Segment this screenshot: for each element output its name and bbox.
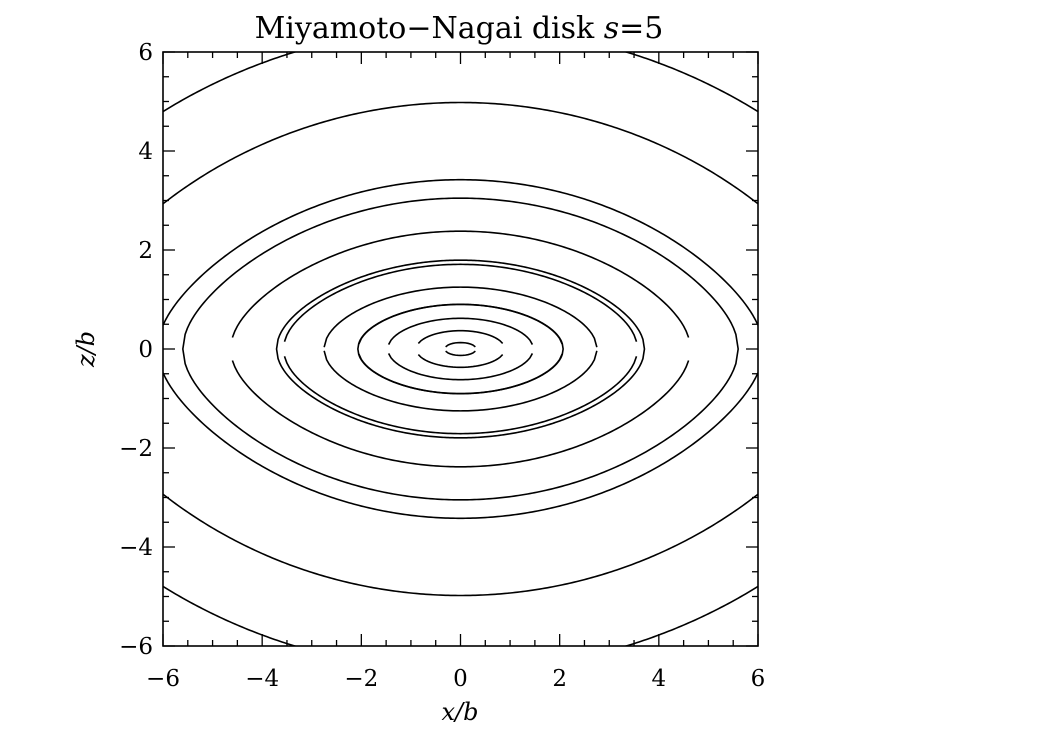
contour-lines [163, 52, 758, 646]
title-prefix: Miyamoto−Nagai disk [255, 11, 604, 46]
contour-line-2 [182, 197, 739, 501]
contour-line-18 [163, 372, 758, 520]
x-tick-label: 4 [652, 666, 667, 692]
contour-line-9 [358, 303, 563, 345]
title-suffix: =5 [619, 11, 663, 46]
x-tick-label: −2 [344, 666, 378, 692]
chart-title: Miyamoto−Nagai disk s=5 [255, 11, 664, 46]
x-tick-label: −6 [146, 666, 180, 692]
axis-ticks [162, 51, 759, 647]
y-tick-label: 4 [138, 139, 153, 165]
contour-line-6 [417, 354, 504, 369]
contour-line-13 [283, 263, 638, 342]
contour-line-20 [163, 493, 758, 597]
x-tick-label: 2 [552, 666, 567, 692]
contour-line-17 [163, 178, 758, 326]
y-tick-label: −6 [119, 634, 153, 660]
title-variable: s [604, 11, 619, 46]
y-tick-label: 0 [138, 337, 153, 363]
contour-line-22 [163, 585, 758, 646]
x-tick-label: −4 [245, 666, 279, 692]
contour-line-5 [417, 329, 504, 344]
contour-line-15 [231, 230, 690, 338]
y-tick-label: 2 [138, 238, 153, 264]
plot-frame [162, 51, 759, 647]
y-tick-label: −2 [119, 436, 153, 462]
x-tick-label: 0 [453, 666, 468, 692]
contour-line-11 [323, 286, 598, 348]
contour-line-3 [445, 341, 476, 348]
x-tick-label: 6 [751, 666, 766, 692]
y-tick-label: 6 [138, 40, 153, 66]
contour-line-16 [231, 360, 690, 468]
x-tick-labels: −6 −4 −2 0 2 4 6 [146, 666, 765, 692]
y-tick-label: −4 [119, 535, 153, 561]
y-tick-labels: −6 −4 −2 0 2 4 6 [119, 40, 153, 660]
contour-line-19 [163, 101, 758, 205]
x-axis-label: x/b [442, 698, 479, 726]
contour-line-12 [323, 350, 598, 412]
contour-line-7 [387, 317, 534, 345]
contour-line-8 [387, 353, 534, 381]
contour-line-1 [275, 259, 646, 439]
contour-line-4 [445, 350, 476, 357]
contour-line-14 [283, 356, 638, 435]
contour-line-10 [358, 353, 563, 395]
y-axis-label: z/b [72, 331, 100, 368]
